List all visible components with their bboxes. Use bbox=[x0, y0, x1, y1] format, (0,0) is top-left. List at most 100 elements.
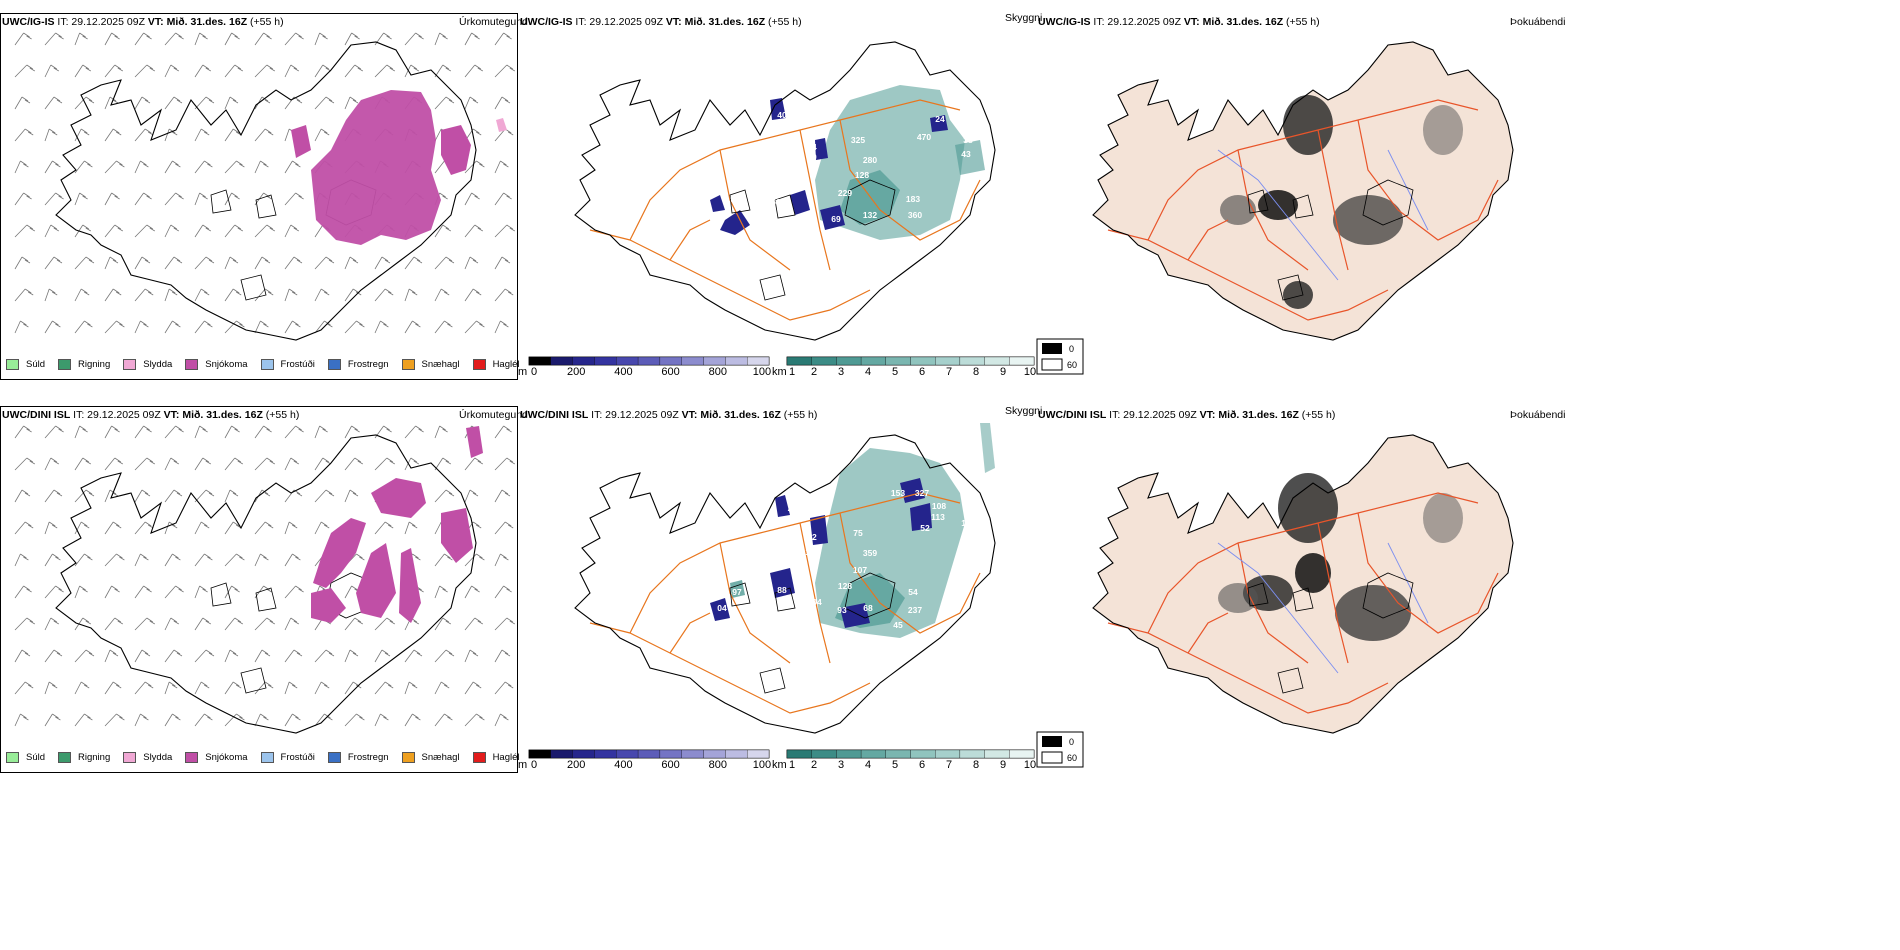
snow-areas bbox=[311, 426, 483, 623]
iceland-outline bbox=[1092, 434, 1514, 734]
wind-barb bbox=[104, 425, 120, 439]
panel-title: Skyggni bbox=[1005, 405, 1043, 417]
panel-header: UWC/IG-IS IT: 29.12.2025 09Z VT: Mið. 31… bbox=[520, 16, 802, 28]
wind-barb bbox=[464, 192, 480, 206]
fog-legend-label-0: 0 bbox=[1069, 737, 1074, 747]
wind-barb bbox=[254, 553, 269, 567]
wind-barb bbox=[464, 96, 479, 110]
wind-barb bbox=[434, 288, 450, 302]
colorbar-tick: 1 bbox=[789, 759, 795, 770]
header-model: UWC/DINI ISL bbox=[1038, 409, 1107, 421]
wind-barb bbox=[194, 320, 213, 334]
wind-barb bbox=[434, 256, 455, 270]
wind-barb bbox=[254, 457, 276, 471]
wind-barb bbox=[164, 160, 181, 174]
colorbar-swatch bbox=[528, 749, 551, 759]
wind-barb bbox=[434, 649, 455, 663]
header-valid-time: VT: Mið. 31.des. 16Z bbox=[147, 16, 248, 28]
wind-barb bbox=[74, 256, 95, 270]
fog-legend-swatch-0 bbox=[1042, 343, 1062, 354]
wind-barb bbox=[464, 585, 480, 599]
wind-barb bbox=[404, 649, 423, 663]
colorbar-swatch bbox=[550, 356, 573, 366]
wind-barb bbox=[404, 320, 421, 334]
legend-item: Slydda bbox=[123, 359, 172, 370]
wind-barb bbox=[164, 681, 178, 695]
fog-legend-swatch-60 bbox=[1041, 751, 1063, 764]
wind-barb bbox=[254, 192, 272, 206]
wind-barb bbox=[134, 320, 149, 334]
wind-barb bbox=[194, 256, 215, 270]
wind-barb bbox=[164, 288, 178, 302]
map-fog-bottom bbox=[1092, 434, 1514, 734]
legend-swatch bbox=[123, 359, 137, 370]
visibility-label: 360 bbox=[908, 210, 922, 220]
header-valid-time: VT: Mið. 31.des. 16Z bbox=[163, 409, 263, 421]
wind-barb bbox=[134, 617, 156, 631]
wind-barb bbox=[314, 256, 335, 270]
legend-item: Frostúði bbox=[260, 752, 315, 763]
wind-barb bbox=[374, 617, 396, 631]
visibility-label: 325 bbox=[851, 135, 865, 145]
wind-barb bbox=[44, 649, 63, 663]
wind-barb bbox=[314, 96, 335, 110]
colorbar-tick: 0 bbox=[531, 366, 537, 377]
colorbar-tick: 7 bbox=[946, 366, 952, 377]
fog-legend: 0 60 bbox=[1036, 731, 1084, 768]
fog-roads bbox=[1107, 99, 1499, 321]
wind-barbs bbox=[14, 32, 516, 334]
wind-barb bbox=[494, 521, 514, 535]
wind-barb bbox=[254, 256, 271, 270]
wind-barb bbox=[194, 96, 215, 110]
legend-label: Slydda bbox=[143, 752, 173, 763]
wind-barb bbox=[284, 457, 300, 471]
wind-barb bbox=[194, 617, 212, 631]
wind-barb bbox=[284, 160, 301, 174]
wind-barb bbox=[344, 713, 365, 727]
map-precip-bottom bbox=[14, 425, 516, 734]
wind-barb bbox=[314, 521, 330, 535]
colorbar-swatch bbox=[616, 749, 639, 759]
visibility-label: 1 bbox=[703, 620, 708, 630]
wind-barb bbox=[44, 617, 60, 631]
legend-label: Snæhagl bbox=[421, 752, 460, 763]
wind-barb bbox=[254, 713, 269, 727]
colorbar-swatch bbox=[959, 356, 985, 366]
legend-item: Rigning bbox=[58, 752, 110, 763]
wind-barb bbox=[14, 192, 32, 206]
wind-barb bbox=[194, 128, 210, 142]
colorbar-swatch bbox=[836, 749, 862, 759]
wind-barb bbox=[314, 489, 335, 503]
wind-barb bbox=[164, 617, 180, 631]
precip-legend: Súld Rigning Slydda Snjókoma Frostúði Fr… bbox=[6, 359, 533, 370]
wind-barb bbox=[254, 160, 269, 174]
panel-title: Þokuábendi bbox=[1510, 409, 1566, 421]
wind-barb bbox=[164, 425, 184, 439]
wind-barb bbox=[104, 224, 124, 238]
header-lead: (+55 h) bbox=[262, 409, 300, 421]
legend-swatch bbox=[123, 752, 137, 763]
header-model: UWC/IG-IS bbox=[1038, 16, 1091, 28]
header-lead: (+55 h) bbox=[780, 409, 818, 421]
visibility-label: 43 bbox=[961, 149, 971, 159]
wind-barb bbox=[14, 457, 36, 471]
colorbar-swatch bbox=[703, 356, 726, 366]
legend-label: Snæhagl bbox=[421, 359, 460, 370]
colorbar-tick: 4 bbox=[865, 366, 871, 377]
header-lead: (+55 h) bbox=[247, 16, 284, 28]
legend-label: Súld bbox=[26, 359, 46, 370]
wind-barb bbox=[494, 713, 509, 727]
panel-title: Skyggni bbox=[1005, 12, 1043, 24]
visibility-label: 359 bbox=[863, 548, 877, 558]
colorbar-tick: 600 bbox=[661, 366, 679, 377]
wind-barb bbox=[374, 425, 392, 439]
wind-barb bbox=[284, 64, 300, 78]
wind-barb bbox=[44, 64, 60, 78]
colorbar-tick: 1 bbox=[789, 366, 795, 377]
wind-barb bbox=[344, 320, 365, 334]
wind-barb bbox=[104, 681, 122, 695]
panel-frame bbox=[0, 406, 518, 773]
wind-barb bbox=[494, 256, 511, 270]
colorbar-swatch bbox=[811, 356, 837, 366]
legend-label: Snjókoma bbox=[205, 752, 248, 763]
